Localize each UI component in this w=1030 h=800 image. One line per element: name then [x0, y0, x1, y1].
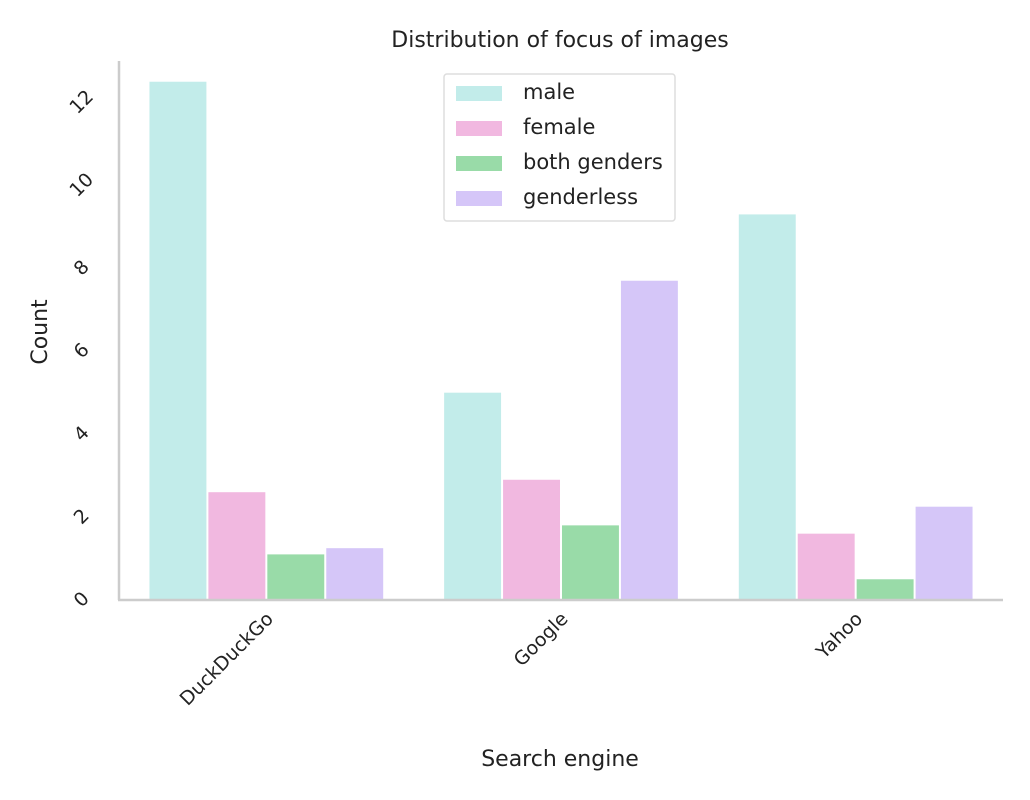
y-tick-label: 12: [65, 86, 98, 119]
x-tick-label: Google: [510, 608, 573, 671]
y-tick-label: 2: [70, 505, 94, 529]
bar-male-yahoo: [738, 214, 796, 600]
legend-swatch-male: [456, 86, 502, 101]
legend-label: female: [523, 115, 595, 139]
bar-female-yahoo: [797, 533, 855, 600]
y-tick-label: 4: [70, 422, 94, 446]
x-tick-label: Yahoo: [811, 608, 867, 664]
bar-both-genders-yahoo: [856, 579, 914, 600]
x-tick-label: DuckDuckGo: [176, 608, 278, 710]
legend: male female both genders genderless: [443, 73, 676, 222]
y-axis-ticks: 0 2 4 6 8 10 12: [65, 86, 98, 612]
x-axis-ticks: DuckDuckGo Google Yahoo: [176, 608, 868, 710]
bar-genderless-yahoo: [915, 506, 973, 600]
legend-swatch-female: [456, 121, 502, 136]
y-tick-label: 8: [70, 256, 94, 280]
x-axis-label: Search engine: [481, 747, 639, 772]
bar-both-genders-google: [562, 525, 619, 600]
bar-genderless-google: [620, 280, 678, 600]
bar-male-google: [444, 392, 502, 600]
y-tick-label: 0: [70, 588, 94, 612]
bar-male-duckduckgo: [149, 81, 207, 600]
y-tick-label: 10: [65, 169, 98, 202]
legend-swatch-genderless: [456, 191, 502, 206]
legend-label: male: [523, 80, 575, 104]
bar-female-duckduckgo: [208, 492, 266, 600]
bar-genderless-duckduckgo: [326, 548, 384, 600]
legend-frame: [443, 73, 676, 222]
y-tick-label: 6: [70, 339, 94, 363]
bars-group: [149, 81, 973, 600]
bar-female-google: [503, 479, 560, 600]
legend-label: genderless: [523, 185, 638, 209]
chart-title: Distribution of focus of images: [391, 28, 728, 53]
legend-swatch-both-genders: [456, 156, 502, 171]
y-axis-label: Count: [28, 299, 53, 365]
legend-label: both genders: [523, 150, 663, 174]
bar-both-genders-duckduckgo: [267, 554, 325, 600]
